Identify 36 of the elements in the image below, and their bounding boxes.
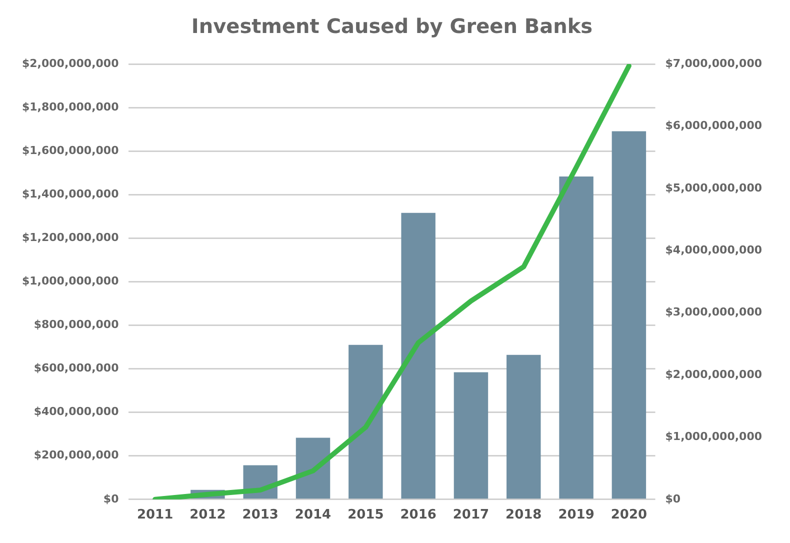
- y-tick-label: $800,000,000: [34, 318, 120, 332]
- y-tick-label: $1,400,000,000: [22, 187, 120, 200]
- y-tick-label: $1,000,000,000: [22, 274, 120, 288]
- x-tick-label: 2013: [242, 508, 278, 523]
- bar: [454, 372, 488, 499]
- y-tick-label: $1,800,000,000: [22, 100, 120, 114]
- bar: [348, 344, 383, 499]
- y2-tick-label: $1,000,000,000: [665, 430, 762, 444]
- x-tick-label: 2019: [558, 508, 594, 523]
- bar: [401, 212, 436, 499]
- y-tick-label: $1,600,000,000: [22, 144, 120, 157]
- x-tick-label: 2018: [506, 508, 542, 523]
- y2-tick-label: $2,000,000,000: [665, 368, 762, 381]
- y-tick-label: $1,200,000,000: [22, 231, 120, 244]
- x-tick-label: 2015: [348, 508, 384, 523]
- x-tick-label: 2020: [610, 508, 648, 523]
- x-tick-label: 2011: [136, 508, 174, 523]
- y-tick-label: $200,000,000: [34, 448, 120, 462]
- x-tick-label: 2016: [400, 508, 436, 523]
- x-tick-label: 2014: [294, 508, 332, 523]
- x-tick-label: 2012: [190, 508, 226, 523]
- y2-tick-label: $4,000,000,000: [665, 243, 762, 256]
- bar: [559, 176, 594, 499]
- y-tick-label: $600,000,000: [34, 362, 120, 375]
- y-tick-label: $2,000,000,000: [22, 56, 120, 70]
- y2-tick-label: $5,000,000,000: [665, 181, 762, 194]
- y-tick-label: $400,000,000: [34, 405, 120, 418]
- bar: [612, 131, 646, 499]
- bar: [506, 354, 541, 499]
- chart-title: Investment Caused by Green Banks: [191, 14, 593, 38]
- y2-tick-label: $3,000,000,000: [665, 306, 762, 319]
- y-tick-label: $0: [103, 492, 120, 506]
- y2-tick-label: $0: [665, 492, 681, 506]
- y2-tick-label: $7,000,000,000: [665, 56, 762, 70]
- x-tick-label: 2017: [452, 508, 490, 523]
- y2-tick-label: $6,000,000,000: [665, 119, 762, 132]
